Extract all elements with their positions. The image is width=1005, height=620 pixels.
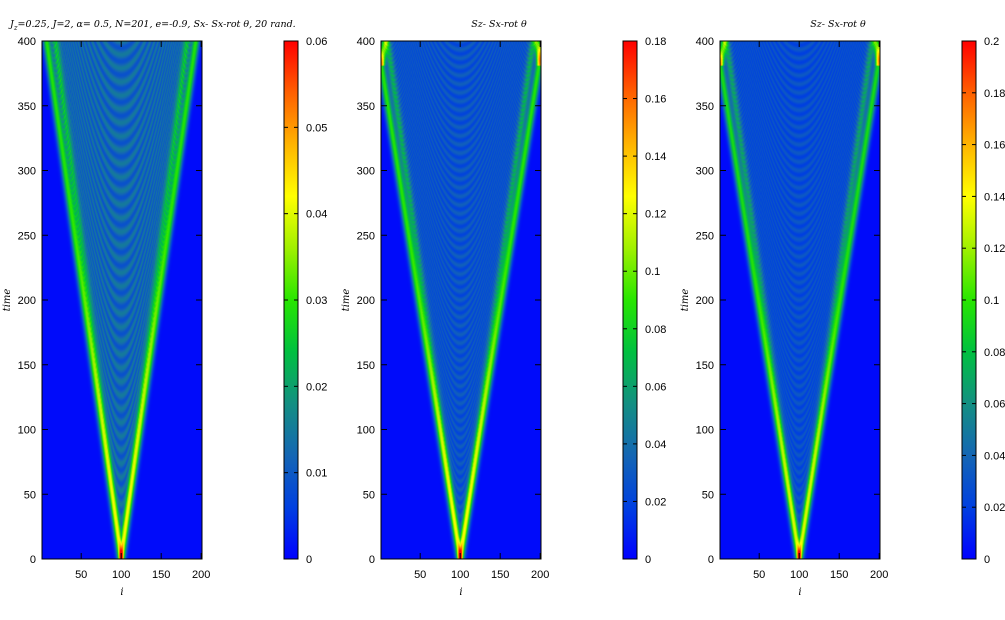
colorbar-tick-label: 0.12 xyxy=(984,243,1005,255)
y-tick-label: 150 xyxy=(696,360,714,372)
x-tick-label: 50 xyxy=(414,569,426,581)
x-axis-label: i xyxy=(120,587,123,598)
colorbar-tick-label: 0.01 xyxy=(306,468,327,480)
x-tick-label: 50 xyxy=(753,569,765,581)
colorbar-tick-label: 0.04 xyxy=(645,439,666,451)
x-axis-label: i xyxy=(459,587,462,598)
colorbar-tick-label: 0.04 xyxy=(984,450,1005,462)
colorbar-tick-label: 0.14 xyxy=(984,191,1005,203)
y-tick-label: 400 xyxy=(18,36,36,48)
heatmap-image xyxy=(42,41,202,559)
y-tick-label: 50 xyxy=(702,489,714,501)
colorbar-tick-label: 0.2 xyxy=(984,36,999,48)
colorbar-tick-label: 0.1 xyxy=(645,266,660,278)
y-tick-label: 300 xyxy=(357,166,375,178)
y-tick-label: 400 xyxy=(357,36,375,48)
y-axis-label: time xyxy=(680,289,691,312)
heatmap-image xyxy=(381,41,541,559)
y-tick-label: 350 xyxy=(696,101,714,113)
colorbar-tick-label: 0.02 xyxy=(645,496,666,508)
colorbar-tick-label: 0.18 xyxy=(645,36,666,48)
y-axis-label: time xyxy=(2,289,13,312)
colorbar-tick-label: 0.1 xyxy=(984,295,999,307)
x-tick-label: 100 xyxy=(790,569,808,581)
colorbar-tick-label: 0 xyxy=(984,554,990,566)
panel-1: 50 100 150 200 0 50 100 150 200 250 300 350 400 i time… xyxy=(2,19,327,598)
colorbar-tick-label: 0.12 xyxy=(645,209,666,221)
colorbar-tick-label: 0.03 xyxy=(306,295,327,307)
y-tick-label: 300 xyxy=(696,166,714,178)
y-tick-label: 250 xyxy=(696,230,714,242)
y-tick-label: 50 xyxy=(24,489,36,501)
colorbar-tick-label: 0.16 xyxy=(984,140,1005,152)
colorbar-tick-label: 0.16 xyxy=(645,94,666,106)
colorbar-tick-label: 0.08 xyxy=(645,324,666,336)
heatmap-image xyxy=(720,41,880,559)
x-tick-label: 200 xyxy=(192,569,210,581)
panel-2: 50 100 150 200 0 50 100 150 200 250 300 350 400 i time… xyxy=(341,19,666,598)
y-tick-label: 0 xyxy=(30,554,36,566)
x-tick-label: 50 xyxy=(75,569,87,581)
chart-title: Sz- Sx-rot θ xyxy=(810,19,866,30)
y-axis-label: time xyxy=(341,289,352,312)
chart-title: Jz=0.25, J=2, α= 0.5, N=201, e=-0.9, Sx-… xyxy=(8,19,296,32)
y-tick-label: 150 xyxy=(357,360,375,372)
colorbar-tick-label: 0.18 xyxy=(984,88,1005,100)
colorbar-tick-label: 0.04 xyxy=(306,209,327,221)
y-tick-label: 100 xyxy=(357,425,375,437)
y-tick-label: 200 xyxy=(696,295,714,307)
colorbar-tick-label: 0.02 xyxy=(306,381,327,393)
x-tick-label: 200 xyxy=(870,569,888,581)
y-tick-label: 0 xyxy=(369,554,375,566)
x-tick-label: 150 xyxy=(830,569,848,581)
y-tick-label: 250 xyxy=(357,230,375,242)
y-tick-label: 350 xyxy=(18,101,36,113)
panel-3: 50 100 150 200 0 50 100 150 200 250 300 350 400 i time… xyxy=(680,19,1005,598)
colorbar-tick-label: 0.08 xyxy=(984,347,1005,359)
x-tick-label: 200 xyxy=(531,569,549,581)
y-tick-label: 250 xyxy=(18,230,36,242)
x-tick-label: 100 xyxy=(112,569,130,581)
colorbar-tick-label: 0.06 xyxy=(645,381,666,393)
colorbar-tick-label: 0.05 xyxy=(306,122,327,134)
y-tick-label: 100 xyxy=(18,425,36,437)
y-tick-label: 200 xyxy=(357,295,375,307)
y-tick-label: 200 xyxy=(18,295,36,307)
x-axis-label: i xyxy=(798,587,801,598)
y-tick-label: 150 xyxy=(18,360,36,372)
y-tick-label: 100 xyxy=(696,425,714,437)
y-tick-label: 0 xyxy=(708,554,714,566)
x-tick-label: 150 xyxy=(152,569,170,581)
y-tick-label: 350 xyxy=(357,101,375,113)
colorbar-tick-label: 0.02 xyxy=(984,502,1005,514)
x-tick-label: 100 xyxy=(451,569,469,581)
colorbar-tick-label: 0.06 xyxy=(984,399,1005,411)
colorbar-tick-label: 0.06 xyxy=(306,36,327,48)
colorbar xyxy=(622,40,638,560)
y-tick-label: 300 xyxy=(18,166,36,178)
chart-title: Sz- Sx-rot θ xyxy=(471,19,527,30)
x-tick-label: 150 xyxy=(491,569,509,581)
y-tick-label: 400 xyxy=(696,36,714,48)
colorbar-tick-label: 0.14 xyxy=(645,151,666,163)
y-tick-label: 50 xyxy=(363,489,375,501)
colorbar-tick-label: 0 xyxy=(645,554,651,566)
colorbar-tick-label: 0 xyxy=(306,554,312,566)
